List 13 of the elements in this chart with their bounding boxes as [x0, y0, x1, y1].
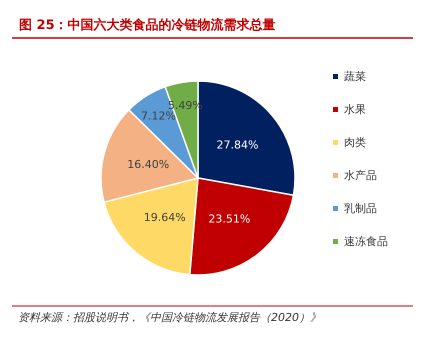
- chart-title: 图 25：中国六大类食品的冷链物流需求总量: [19, 17, 276, 33]
- data-label: 19.64%: [144, 210, 186, 224]
- legend-label: 速冻食品: [344, 235, 388, 248]
- legend-label: 蔬菜: [344, 70, 366, 83]
- text: 资料来源：招股说明书，《中国冷链物流发展报告（2020）》: [18, 311, 321, 324]
- data-label: 27.84%: [216, 138, 258, 152]
- legend-label: 水果: [344, 103, 366, 116]
- data-label: 16.40%: [127, 158, 170, 172]
- legend-label: 水产品: [344, 169, 377, 182]
- data-label: 23.51%: [208, 212, 250, 226]
- legend-label: 乳制品: [344, 202, 377, 215]
- data-label: 7.12%: [140, 110, 176, 123]
- legend-label: 肉类: [344, 136, 366, 149]
